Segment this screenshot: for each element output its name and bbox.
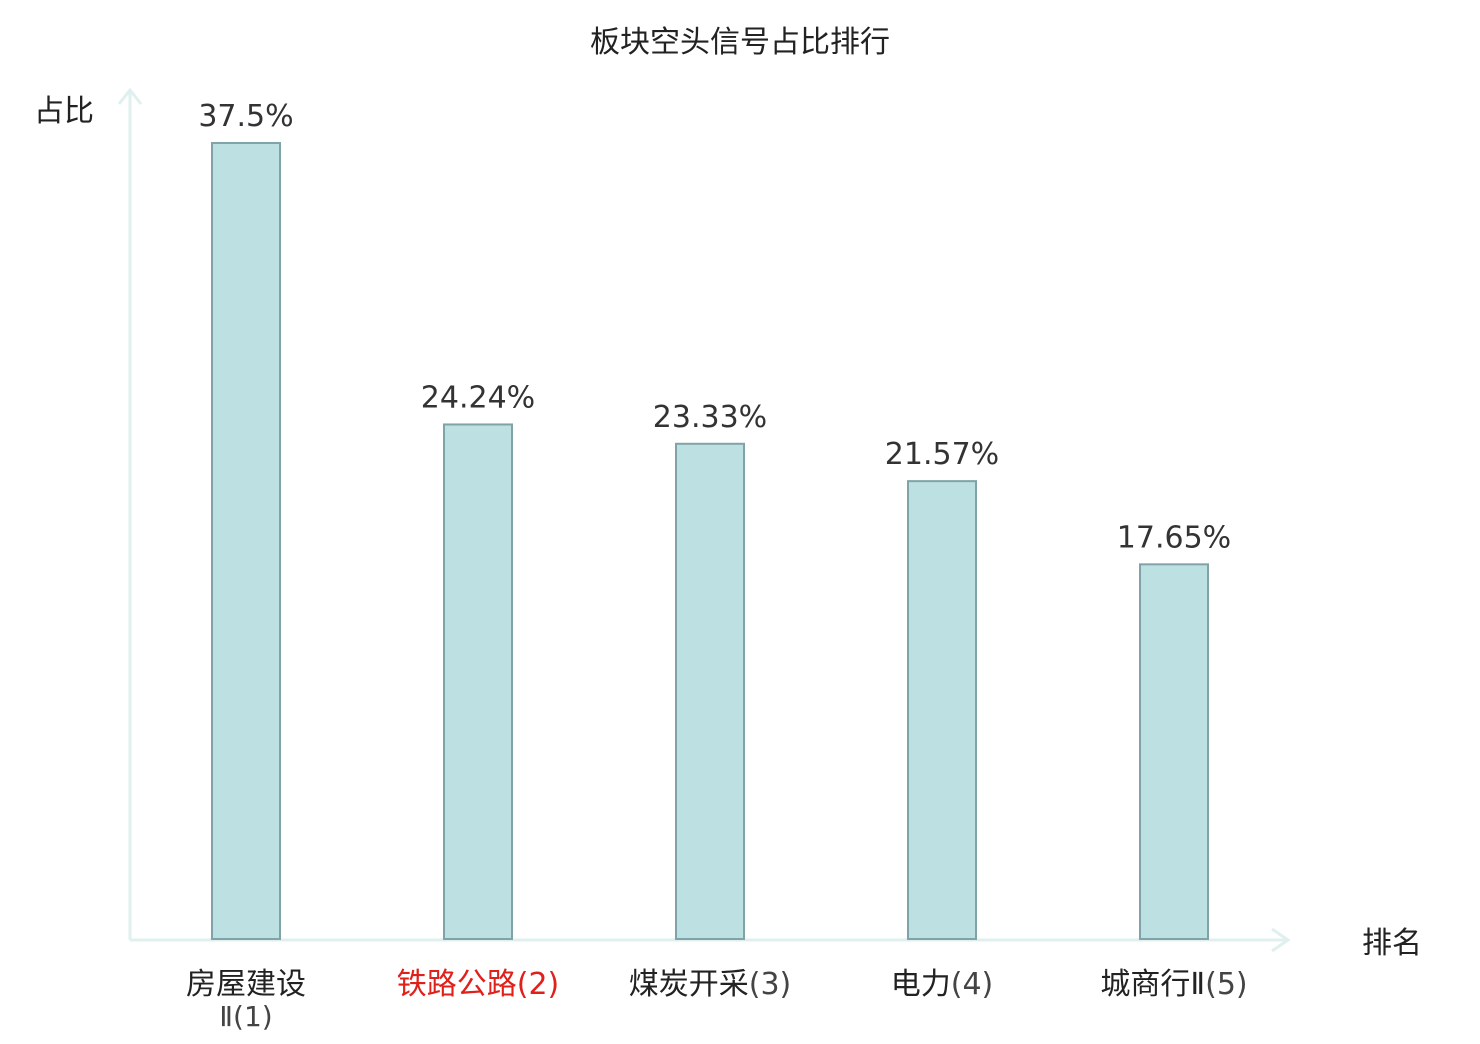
value-label-4: 21.57% bbox=[885, 437, 999, 472]
category-name-3: 煤炭开采 bbox=[629, 967, 749, 1002]
value-label-5: 17.65% bbox=[1117, 520, 1231, 555]
bar-1 bbox=[211, 141, 281, 941]
category-label-4: 电力(4) bbox=[891, 967, 994, 1002]
bar-4 bbox=[907, 480, 977, 940]
x-axis-arrowhead bbox=[1271, 927, 1291, 953]
bars-group bbox=[211, 141, 1209, 941]
category-label-3: 煤炭开采(3) bbox=[629, 967, 792, 1002]
axes bbox=[117, 87, 1291, 953]
bar-5 bbox=[1139, 563, 1209, 940]
category-name-2: 铁路公路 bbox=[397, 967, 517, 1002]
value-label-1: 37.5% bbox=[198, 99, 293, 134]
y-axis-label: 占比 bbox=[34, 94, 94, 129]
category-rank-4: (4) bbox=[951, 967, 994, 1002]
category-label-1: 房屋建设 bbox=[186, 967, 306, 1002]
value-label-2: 24.24% bbox=[421, 380, 535, 415]
category-rank-5: (5) bbox=[1205, 967, 1248, 1002]
value-label-3: 23.33% bbox=[653, 400, 767, 435]
category-rank-2: (2) bbox=[517, 967, 560, 1002]
category-rank-3: (3) bbox=[749, 967, 792, 1002]
value-labels-group: 37.5% 24.24% 23.33% 21.57% 17.65% bbox=[198, 99, 1231, 555]
category-label-5: 城商行Ⅱ(5) bbox=[1100, 967, 1247, 1002]
chart-title: 板块空头信号占比排行 bbox=[590, 25, 890, 60]
bar-2 bbox=[443, 423, 513, 940]
category-name-4: 电力 bbox=[891, 967, 951, 1002]
y-axis-arrowhead bbox=[117, 87, 143, 105]
category-name-5: 城商行Ⅱ bbox=[1100, 967, 1205, 1002]
category-rank-1: Ⅱ(1) bbox=[219, 1000, 272, 1033]
x-axis-label: 排名 bbox=[1362, 926, 1422, 961]
category-label-2: 铁路公路(2) bbox=[397, 967, 560, 1002]
bar-3 bbox=[675, 442, 745, 940]
